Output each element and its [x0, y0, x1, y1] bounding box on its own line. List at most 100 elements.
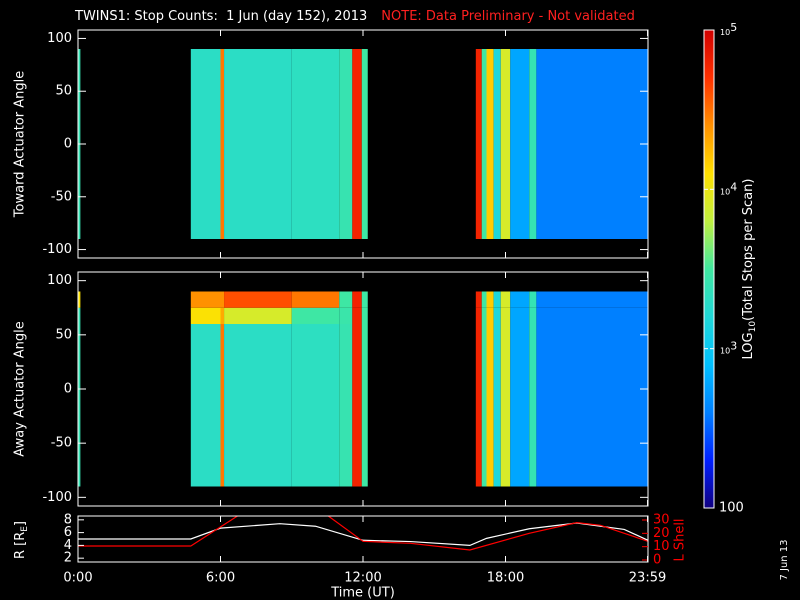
heatmap-cell	[481, 307, 487, 324]
heatmap-cell	[536, 307, 648, 324]
colorbar-tick-label: 104	[720, 180, 737, 196]
heatmap-cell	[536, 49, 648, 239]
y-tick-label: 8	[64, 512, 72, 527]
colorbar-label-part: (Total Stops per Scan)	[741, 179, 756, 321]
y-tick-label: 50	[55, 84, 72, 99]
y-tick-label: -100	[42, 490, 72, 505]
heatmap-cell	[529, 291, 537, 308]
heatmap-cell	[510, 324, 530, 487]
heatmap-cell	[510, 49, 530, 239]
y2-axis-label: L Shell	[673, 518, 688, 561]
plot-area	[78, 49, 648, 551]
heatmap-cell	[339, 49, 353, 239]
colorbar-tick-exp: 5	[730, 21, 737, 34]
heatmap-cell	[190, 324, 221, 487]
chart-title: TWINS1: Stop Counts: 1 Jun (day 152), 20…	[74, 9, 635, 24]
heatmap-cell	[481, 324, 487, 487]
colorbar	[703, 29, 715, 509]
line-series	[78, 516, 648, 551]
x-tick-label: 6:00	[206, 571, 235, 586]
y2-tick-label: 10	[653, 539, 670, 554]
heatmap-cell	[361, 307, 368, 324]
heatmap-cell	[220, 307, 225, 324]
x-tick-label: 0:00	[63, 571, 92, 586]
heatmap-cell	[361, 49, 368, 239]
note-text: NOTE: Data Preliminary - Not validated	[381, 9, 635, 24]
heatmap-cell	[352, 291, 362, 308]
x-axis-label: Time (UT)	[330, 586, 395, 600]
y-axis-label: Away Actuator Angle	[13, 321, 28, 456]
y-tick-label: 4	[64, 538, 72, 553]
heatmap-cell	[493, 49, 501, 239]
heatmap-cell	[475, 291, 482, 308]
colorbar-tick-label: 100	[719, 501, 744, 516]
x-tick-label: 23:59	[629, 571, 666, 586]
heatmap-cell	[486, 307, 494, 324]
colorbar-tick-label: 103	[720, 340, 737, 356]
y-tick-label: 6	[64, 525, 72, 540]
heatmap-cell	[536, 324, 648, 487]
heatmap-cell	[224, 307, 292, 324]
heatmap-cell	[500, 291, 511, 308]
heatmap-cell	[352, 49, 362, 239]
heatmap-cell	[352, 307, 362, 324]
y-label-sub: E	[20, 526, 30, 532]
colorbar-tick-label: 105	[720, 21, 737, 37]
colorbar-tick-base: 10	[720, 187, 730, 196]
heatmap-cell	[291, 49, 340, 239]
heatmap-cell	[361, 324, 368, 487]
heatmap-cell	[529, 307, 537, 324]
heatmap-cell	[500, 307, 511, 324]
heatmap-cell	[78, 307, 81, 324]
heatmap-cell	[224, 49, 292, 239]
heatmap-cell	[224, 291, 292, 308]
heatmap-cell	[190, 49, 221, 239]
colorbar-tick-base: 10	[720, 28, 730, 37]
colorbar-tick-base: 10	[720, 346, 730, 355]
title-text: TWINS1: Stop Counts: 1 Jun (day 152), 20…	[74, 9, 367, 24]
heatmap-cell	[190, 307, 221, 324]
heatmap-cell	[291, 324, 340, 487]
heatmap-cell	[190, 291, 221, 308]
y-tick-label: 100	[47, 31, 72, 46]
y-label-part: R [R	[13, 532, 28, 559]
heatmap-cell	[486, 49, 494, 239]
y-tick-label: -50	[51, 189, 72, 204]
heatmap-cell	[339, 324, 353, 487]
y-axis-label: R [RE]	[13, 521, 30, 559]
y-axis-label: Toward Actuator Angle	[13, 71, 28, 218]
heatmap-cell	[500, 324, 511, 487]
heatmap-cell	[493, 307, 501, 324]
heatmap-cell	[339, 307, 353, 324]
heatmap-cell	[291, 291, 340, 308]
heatmap-cell	[486, 291, 494, 308]
y2-tick-label: 0	[653, 553, 661, 568]
heatmap-cell	[78, 291, 81, 308]
heatmap-cell	[481, 49, 487, 239]
y-tick-label: 0	[64, 137, 72, 152]
heatmap-cell	[486, 324, 494, 487]
colorbar-tick-exp: 3	[730, 340, 737, 353]
y-tick-label: 100	[47, 273, 72, 288]
heatmap-cell	[475, 49, 482, 239]
x-tick-label: 12:00	[344, 571, 381, 586]
heatmap-cell	[510, 307, 530, 324]
colorbar-label-sub: 10	[748, 321, 758, 333]
y-tick-label: 2	[64, 551, 72, 566]
y2-tick-label: 30	[653, 513, 670, 528]
heatmap-cell	[352, 324, 362, 487]
heatmap-cell	[475, 324, 482, 487]
y2-tick-label: 20	[653, 526, 670, 541]
heatmap-cell	[361, 291, 368, 308]
heatmap-cell	[220, 291, 225, 308]
heatmap-cell	[339, 291, 353, 308]
y-tick-label: 0	[64, 382, 72, 397]
heatmap-cell	[529, 324, 537, 487]
heatmap-cell	[536, 291, 648, 308]
heatmap-cell	[224, 324, 292, 487]
heatmap-cell	[481, 291, 487, 308]
heatmap-cell	[475, 307, 482, 324]
heatmap-cell	[493, 324, 501, 487]
